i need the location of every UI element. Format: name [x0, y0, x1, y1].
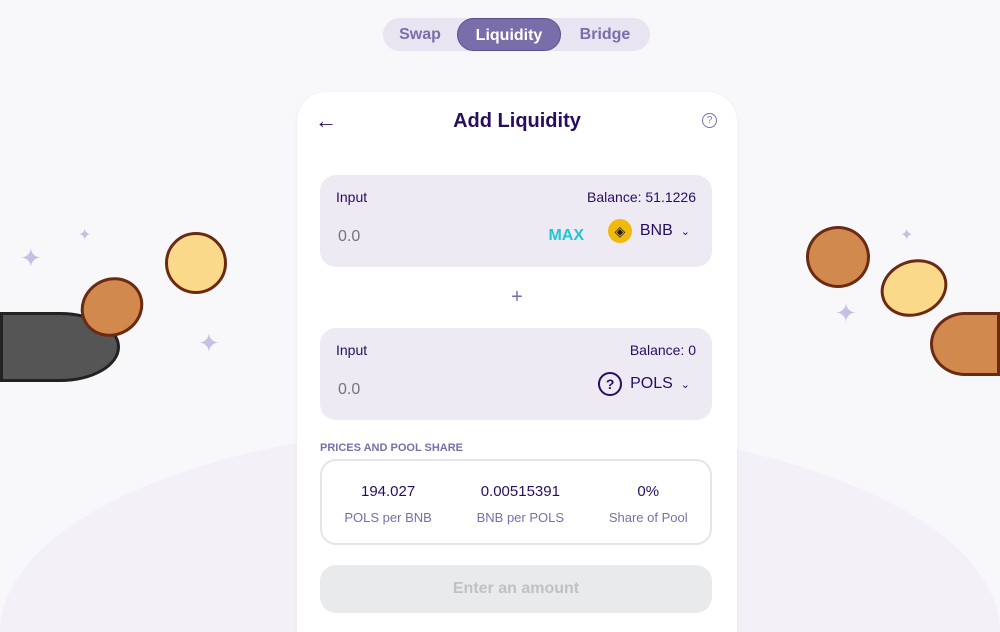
price-label: BNB per POLS: [476, 510, 565, 525]
sparkle-icon: ✦: [835, 298, 857, 328]
tab-bridge[interactable]: Bridge: [579, 26, 631, 43]
balance-text: Balance: 51.1226: [587, 189, 696, 205]
amount-input-b[interactable]: [336, 380, 490, 400]
price-value: 194.027: [360, 483, 416, 500]
unknown-token-icon: ?: [598, 372, 623, 396]
sparkle-icon: ✦: [78, 227, 92, 244]
input-panel-a: Input Balance: 51.1226 MAX ◈ BNB ⌄: [320, 175, 712, 267]
input-label: Input: [336, 189, 368, 205]
input-panel-b: Input Balance: 0 ? POLS ⌄: [320, 328, 712, 420]
token-symbol: POLS: [630, 375, 673, 392]
tab-swap[interactable]: Swap: [399, 26, 441, 43]
token-select-pols[interactable]: ? POLS ⌄: [598, 372, 690, 396]
pancake-illustration: [165, 232, 227, 294]
prices-panel: 194.027 POLS per BNB 0.00515391 BNB per PO…: [320, 459, 712, 545]
pool-share-label: Share of Pool: [608, 510, 688, 525]
input-label: Input: [336, 342, 368, 358]
sparkle-icon: ✦: [900, 227, 914, 244]
pool-share-value: 0%: [637, 483, 660, 500]
sparkle-icon: ✦: [20, 243, 42, 273]
price-label: POLS per BNB: [344, 510, 432, 525]
plus-icon: +: [511, 286, 523, 308]
pancake-stack-illustration: [930, 312, 1000, 376]
token-select-bnb[interactable]: ◈ BNB ⌄: [607, 219, 690, 243]
balance-text: Balance: 0: [629, 342, 696, 358]
price-item: 0.00515391 BNB per POLS: [477, 461, 564, 543]
price-value: 0.00515391: [480, 483, 560, 500]
question-circle-icon[interactable]: ?: [702, 113, 717, 128]
add-liquidity-card: ← Add Liquidity ? Input Balance: 51.1226…: [297, 92, 737, 632]
chevron-down-icon: ⌄: [680, 225, 690, 238]
pancake-illustration: [872, 250, 956, 326]
arrow-left-icon[interactable]: ←: [315, 108, 337, 133]
pancake-illustration: [806, 226, 870, 288]
sparkle-icon: ✦: [198, 328, 220, 358]
pool-share-item: 0% Share of Pool: [609, 461, 688, 543]
page-title: Add Liquidity: [453, 110, 581, 132]
token-symbol: BNB: [639, 222, 673, 239]
prices-section-title: PRICES AND POOL SHARE: [320, 442, 464, 454]
amount-input-a[interactable]: [336, 227, 490, 247]
max-button[interactable]: MAX: [548, 227, 584, 244]
bnb-logo-icon: ◈: [607, 219, 632, 243]
tab-liquidity[interactable]: Liquidity: [457, 18, 561, 51]
chevron-down-icon: ⌄: [680, 378, 690, 391]
nav-tabs: Swap Liquidity Bridge: [383, 18, 650, 51]
price-item: 194.027 POLS per BNB: [344, 461, 431, 543]
enter-amount-button[interactable]: Enter an amount: [320, 565, 712, 613]
